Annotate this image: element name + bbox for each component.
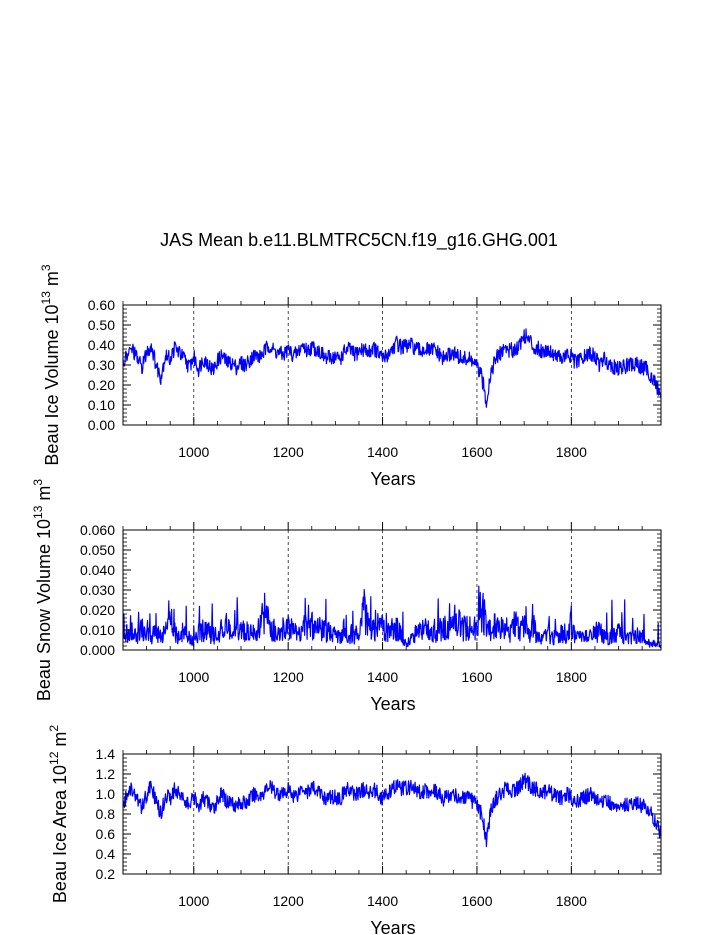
x-tick-label: 1600 [461,669,492,685]
x-tick-label: 1400 [367,893,398,909]
y-tick-label: 0.50 [88,317,115,333]
plot-frame [122,753,662,875]
x-tick-label: 1600 [461,444,492,460]
x-axis-label: Years [370,918,415,935]
y-tick-label: 0.060 [80,522,115,538]
chart-panel-3: 0.2 0.4 0.6 0.8 1.0 1.2 1.4 1000 1200 1400 1600 180… [47,725,662,935]
x-tick-label: 1000 [178,444,209,460]
x-tick-label: 1400 [367,669,398,685]
y-tick-label: 0.020 [80,602,115,618]
x-tick-label: 1800 [556,669,587,685]
y-tick-label: 0.000 [80,642,115,658]
x-tick-label: 1000 [178,669,209,685]
y-tick-label: 0.050 [80,542,115,558]
y-tick-label: 0.00 [88,417,115,433]
x-tick-label: 1400 [367,444,398,460]
y-axis-label: Beau Snow Volume 1013 m3 [31,479,54,702]
y-tick-label: 0.30 [88,357,115,373]
y-tick-label: 1.4 [96,746,116,762]
y-tick-label: 0.030 [80,582,115,598]
x-axis-label: Years [370,694,415,714]
x-tick-label: 1200 [273,893,304,909]
y-tick-label: 0.040 [80,562,115,578]
plot-frame [122,304,662,426]
figure-title: JAS Mean b.e11.BLMTRC5CN.f19_g16.GHG.001 [160,230,558,251]
y-tick-label: 0.2 [96,866,116,882]
y-axis-label: Beau Ice Volume 1013 m3 [39,264,62,465]
y-tick-label: 1.2 [96,766,116,782]
y-tick-label: 0.20 [88,377,115,393]
y-tick-label: 0.4 [96,846,116,862]
x-tick-label: 1800 [556,893,587,909]
x-axis-label: Years [370,469,415,489]
series-line-1 [122,772,662,848]
x-tick-label: 1200 [273,669,304,685]
x-tick-label: 1200 [273,444,304,460]
y-tick-label: 0.010 [80,622,115,638]
x-tick-label: 1800 [556,444,587,460]
y-tick-label: 0.8 [96,806,116,822]
series-line-1 [122,328,662,408]
x-tick-label: 1000 [178,893,209,909]
series-line-1 [122,585,662,649]
x-tick-label: 1600 [461,893,492,909]
y-tick-label: 0.10 [88,397,115,413]
y-tick-label: 0.60 [88,297,115,313]
y-axis-label: Beau Ice Area 1012 m2 [47,725,70,903]
y-tick-label: 0.6 [96,826,116,842]
y-tick-label: 0.40 [88,337,115,353]
chart-panels: 0.00 0.10 0.20 0.30 0.40 0.50 0.60 1000 1200 1400… [31,264,662,935]
chart-panel-2: 0.000 0.010 0.020 0.030 0.040 0.050 0.060 1000 1… [31,479,662,714]
chart-panel-1: 0.00 0.10 0.20 0.30 0.40 0.50 0.60 1000 1200 1400… [39,264,662,489]
y-tick-label: 1.0 [96,786,116,802]
